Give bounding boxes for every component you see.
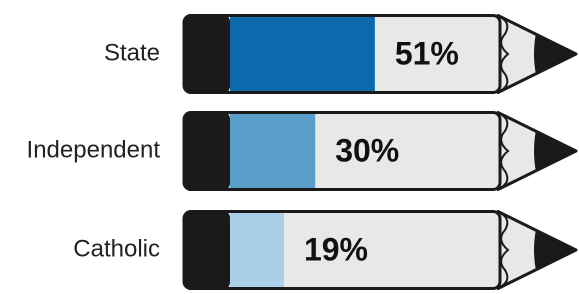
value-label: 19% — [304, 231, 368, 267]
value-label: 30% — [335, 132, 399, 168]
category-label: Independent — [27, 136, 161, 163]
chart: State 51% Independent 30% Catholic 19% — [0, 0, 579, 294]
bar — [230, 114, 315, 188]
value-label: 51% — [395, 35, 459, 71]
pencil-eraser — [183, 210, 230, 290]
bar — [230, 17, 375, 91]
pencil-lead — [534, 130, 576, 172]
pencil-lead — [534, 33, 576, 75]
pencil-eraser — [183, 14, 230, 94]
category-label: State — [104, 39, 160, 66]
bar — [230, 213, 284, 287]
pencil-eraser — [183, 111, 230, 191]
category-label: Catholic — [73, 235, 160, 262]
pencil-lead — [534, 229, 576, 271]
